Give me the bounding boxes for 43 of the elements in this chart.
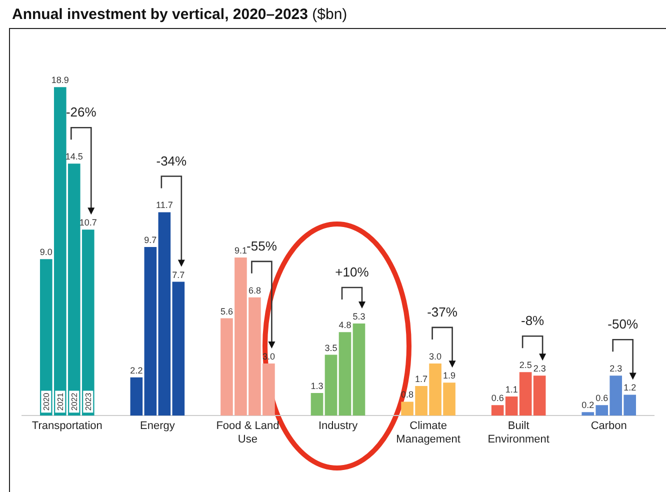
data-label: 5.6 [220, 306, 233, 316]
data-label: 4.8 [338, 320, 352, 330]
annotation: -34% [156, 153, 188, 168]
x-tick-label: Climate Management [396, 420, 460, 446]
x-tick-label: Built Environment [488, 420, 550, 446]
x-tick-label: Carbon [590, 420, 627, 432]
annotation: -26% [66, 104, 97, 120]
data-label: 7.7 [172, 270, 185, 280]
data-label: 0.2 [582, 400, 594, 410]
data-label: 3.0 [429, 351, 442, 362]
data-label: 0.6 [596, 393, 608, 404]
annotation: -55% [246, 238, 278, 254]
data-label: 2.2 [130, 365, 143, 376]
data-label: 9.0 [40, 247, 52, 258]
annotation: -8% [521, 313, 545, 328]
data-label: 1.1 [505, 384, 518, 394]
data-label: 1.3 [310, 380, 324, 391]
x-tick-label: Industry [318, 420, 358, 432]
data-label: 9.7 [144, 235, 157, 245]
data-label: 2.3 [610, 364, 622, 374]
data-label: 9.1 [234, 245, 247, 256]
x-tick-label: Energy [140, 420, 176, 432]
data-label: 6.8 [248, 285, 261, 296]
data-label: 2.3 [533, 364, 546, 374]
series-label: 2021 [56, 392, 65, 411]
series-label: 2023 [84, 392, 93, 411]
data-label: 1.2 [624, 382, 636, 393]
series-label: 2020 [42, 392, 51, 411]
annotation: +10% [335, 264, 370, 280]
x-tick-label: Transportation [32, 420, 102, 432]
data-label: 5.3 [352, 311, 366, 322]
data-label: 3.5 [324, 342, 338, 353]
data-label: 1.9 [443, 370, 456, 381]
x-tick-label: Food & Land Use [216, 420, 280, 446]
data-label: 0.6 [491, 393, 504, 404]
data-label: 18.9 [51, 75, 69, 86]
data-label: 1.7 [415, 374, 428, 384]
annotation: -37% [427, 304, 458, 320]
series-label: 2022 [70, 392, 79, 411]
chart-title: Annual investment by vertical, 2020–2023 ($bn) [12, 6, 348, 23]
annotation: -50% [608, 316, 638, 332]
data-label: 11.7 [156, 200, 173, 210]
data-label: 2.5 [519, 360, 532, 370]
